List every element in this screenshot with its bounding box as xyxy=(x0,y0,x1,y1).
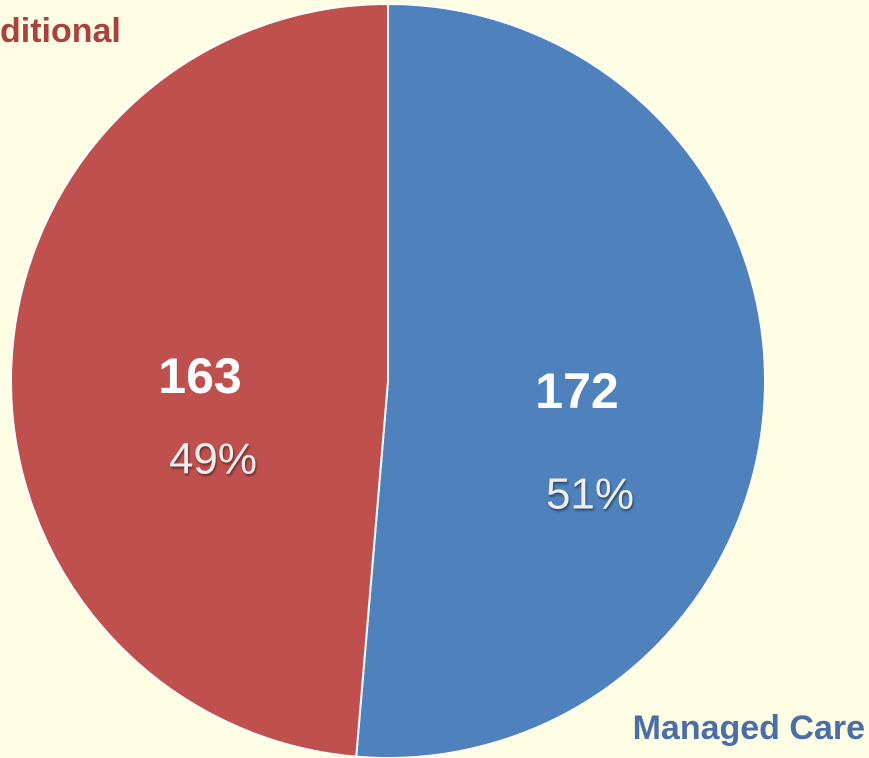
percent-label: 51% xyxy=(546,470,634,519)
pie-slice xyxy=(10,2,389,758)
percent-label: 49% xyxy=(169,435,257,484)
pie-slice xyxy=(355,2,767,758)
category-label: ditional xyxy=(0,12,121,50)
value-label: 172 xyxy=(535,363,618,419)
category-label: Managed Care xyxy=(633,709,865,747)
value-label: 163 xyxy=(158,348,241,404)
